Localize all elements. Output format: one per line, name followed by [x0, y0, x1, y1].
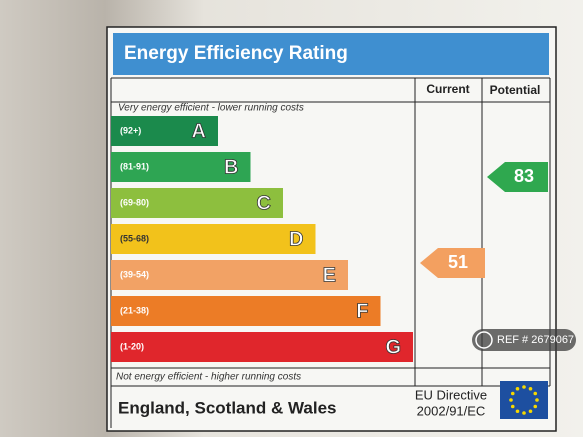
eu-star	[522, 411, 526, 415]
directive: EU Directive	[415, 387, 487, 402]
current-arrow	[420, 248, 485, 278]
eu-star	[515, 386, 520, 391]
eu-star	[510, 404, 515, 409]
band-bar	[111, 224, 316, 254]
potential-value: 83	[514, 166, 534, 186]
band-range: (69-80)	[120, 197, 149, 207]
eu-star	[515, 409, 520, 414]
band-bar	[111, 152, 251, 182]
eu-stars	[509, 385, 539, 415]
bottom-note: Not energy efficient - higher running co…	[116, 372, 301, 383]
band-range: (39-54)	[120, 269, 149, 279]
eu-star	[533, 404, 538, 409]
region: England, Scotland & Wales	[118, 398, 337, 417]
band-range: (92+)	[120, 125, 141, 135]
top-note: Very energy efficient - lower running co…	[118, 103, 304, 114]
band-letter: A	[192, 120, 206, 142]
band-bar	[111, 332, 413, 362]
band-letter: C	[257, 192, 271, 214]
watermark: REF # 2679067	[497, 334, 574, 346]
directive: 2002/91/EC	[417, 403, 486, 418]
eu-star	[528, 386, 533, 391]
title: Energy Efficiency Rating	[124, 43, 348, 64]
eu-star	[510, 391, 515, 396]
band-letter: G	[385, 336, 401, 358]
watermark-icon	[475, 331, 493, 349]
band-range: (21-38)	[120, 305, 149, 315]
watermark-badge	[472, 329, 576, 351]
eu-star	[535, 398, 539, 402]
band-bar	[111, 260, 348, 290]
eu-star	[533, 391, 538, 396]
band-letter: D	[289, 228, 303, 250]
eu-star	[509, 398, 513, 402]
bands: (92+) A (81-91) B (69-80) C (55-68) D (39-54) E (2…	[111, 116, 413, 362]
eu-star	[528, 409, 533, 414]
band-letter: F	[356, 300, 368, 322]
band-bar	[111, 188, 283, 218]
current-value: 51	[448, 252, 468, 272]
band-range: (1-20)	[120, 341, 144, 351]
band-letter: E	[323, 264, 336, 286]
eu-star	[522, 385, 526, 389]
column-header: Potential	[490, 83, 541, 97]
band-bar	[111, 296, 381, 326]
band-range: (81-91)	[120, 161, 149, 171]
column-header: Current	[426, 82, 469, 96]
band-bar	[111, 116, 218, 146]
title-bar	[113, 33, 549, 75]
band-letter: B	[224, 156, 238, 178]
band-range: (55-68)	[120, 233, 149, 243]
potential-arrow	[487, 162, 548, 192]
